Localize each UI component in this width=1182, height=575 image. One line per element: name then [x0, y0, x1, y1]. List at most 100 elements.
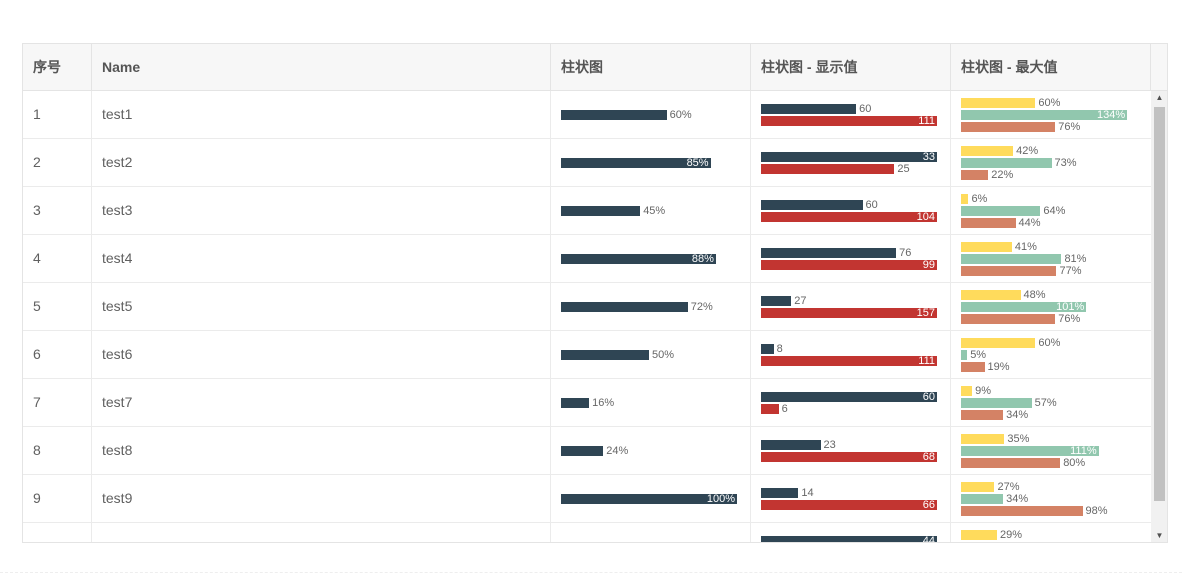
max-bar-cell: 9% 57% 34%	[951, 379, 1151, 426]
max-bar-1-label: 42%	[1016, 145, 1039, 157]
max-bar-1: 27%	[961, 482, 1020, 493]
row-name: test4	[92, 235, 551, 282]
percent-bar-cell: 72%	[551, 283, 751, 330]
value-bar-b: 25	[761, 164, 910, 175]
value-bar-b: 66	[761, 500, 937, 511]
data-grid: 序号 Name 柱状图 柱状图 - 显示值 柱状图 - 最大值 1 test1 60…	[22, 43, 1168, 543]
percent-bar-label: 16%	[592, 397, 615, 409]
value-bar-a: 60	[761, 104, 871, 115]
value-bar-b-label: 104	[916, 211, 935, 223]
row-index: 5	[23, 283, 92, 330]
max-bar-1-label: 35%	[1007, 433, 1030, 445]
value-bar-a: 8	[761, 344, 783, 355]
max-bar-3: 22%	[961, 170, 1013, 181]
percent-bar-cell: 88%	[551, 235, 751, 282]
value-bar-a-label: 60	[865, 199, 878, 211]
row-index: 4	[23, 235, 92, 282]
table-row[interactable]: 4 test4 88% 76 99 41% 81% 77%	[23, 235, 1151, 283]
table-row[interactable]: 7 test7 16% 60 6 9% 57% 34%	[23, 379, 1151, 427]
header-index[interactable]: 序号	[23, 44, 92, 90]
max-bar-1: 41%	[961, 242, 1037, 253]
row-name: test2	[92, 139, 551, 186]
bottom-divider	[0, 572, 1182, 573]
header-bar-value[interactable]: 柱状图 - 显示值	[751, 44, 951, 90]
value-bar-a: 76	[761, 248, 911, 259]
table-row[interactable]: 2 test2 85% 33 25 42% 73% 22%	[23, 139, 1151, 187]
row-index	[23, 523, 92, 542]
max-bar-3: 77%	[961, 266, 1082, 277]
header-bar-max[interactable]: 柱状图 - 最大值	[951, 44, 1151, 90]
max-bar-3: 34%	[961, 410, 1028, 421]
table-row[interactable]: 44 29%	[23, 523, 1151, 543]
row-name	[92, 523, 551, 542]
max-bar-2: 101%	[961, 302, 1087, 313]
value-bar-a-label: 27	[794, 295, 807, 307]
max-bar-cell: 48% 101% 76%	[951, 283, 1151, 330]
max-bar-2: 57%	[961, 398, 1057, 409]
percent-bar-cell: 100%	[551, 475, 751, 522]
max-bar-1-label: 6%	[971, 193, 988, 205]
max-bar-3-label: 98%	[1085, 505, 1108, 517]
table-row[interactable]: 6 test6 50% 8 111 60% 5% 19%	[23, 331, 1151, 379]
row-name: test6	[92, 331, 551, 378]
max-bar-3-label: 19%	[987, 361, 1010, 373]
max-bar-3: 44%	[961, 218, 1041, 229]
grid-header: 序号 Name 柱状图 柱状图 - 显示值 柱状图 - 最大值	[23, 44, 1167, 91]
value-bar-b-label: 25	[897, 163, 910, 175]
value-bar-cell: 44	[751, 523, 951, 542]
value-bar-a: 14	[761, 488, 814, 499]
max-bar-2: 81%	[961, 254, 1086, 265]
value-bar-a-label: 60	[859, 103, 872, 115]
table-row[interactable]: 1 test1 60% 60 111 60% 134% 76%	[23, 91, 1151, 139]
header-gutter	[1151, 44, 1167, 90]
row-name: test5	[92, 283, 551, 330]
max-bar-3-label: 76%	[1058, 313, 1081, 325]
max-bar-1-label: 9%	[975, 385, 992, 397]
max-bar-2-label: 111%	[1070, 445, 1097, 457]
row-name: test9	[92, 475, 551, 522]
table-row[interactable]: 3 test3 45% 60 104 6% 64% 44%	[23, 187, 1151, 235]
row-index: 2	[23, 139, 92, 186]
header-bar[interactable]: 柱状图	[551, 44, 751, 90]
percent-bar-label: 100%	[706, 493, 735, 505]
value-bar-cell: 23 68	[751, 427, 951, 474]
triangle-down-icon[interactable]: ▼	[1155, 531, 1164, 540]
row-index: 7	[23, 379, 92, 426]
row-index: 8	[23, 427, 92, 474]
max-bar-2: 34%	[961, 494, 1028, 505]
percent-bar	[561, 542, 733, 543]
max-bar-1: 48%	[961, 290, 1046, 301]
percent-bar-label: 85%	[686, 157, 709, 169]
value-bar-a-label: 23	[823, 439, 836, 451]
header-name[interactable]: Name	[92, 44, 551, 90]
triangle-up-icon[interactable]: ▲	[1155, 93, 1164, 102]
row-name: test7	[92, 379, 551, 426]
table-row[interactable]: 8 test8 24% 23 68 35% 111% 80%	[23, 427, 1151, 475]
max-bar-3-label: 80%	[1063, 457, 1086, 469]
max-bar-cell: 42% 73% 22%	[951, 139, 1151, 186]
max-bar-2-label: 64%	[1043, 205, 1066, 217]
max-bar-2-label: 34%	[1006, 493, 1029, 505]
scrollbar-thumb[interactable]	[1154, 107, 1165, 501]
value-bar-cell: 27 157	[751, 283, 951, 330]
value-bar-a-label: 14	[801, 487, 814, 499]
max-bar-cell: 27% 34% 98%	[951, 475, 1151, 522]
max-bar-3: 76%	[961, 314, 1080, 325]
percent-bar: 45%	[561, 206, 665, 217]
percent-bar-cell: 85%	[551, 139, 751, 186]
percent-bar-label: 60%	[669, 109, 692, 121]
value-bar-cell: 76 99	[751, 235, 951, 282]
max-bar-1-label: 60%	[1038, 337, 1061, 349]
max-bar-3: 80%	[961, 458, 1085, 469]
vertical-scrollbar[interactable]: ▲ ▼	[1151, 91, 1167, 542]
max-bar-1-label: 27%	[997, 481, 1020, 493]
value-bar-b-label: 99	[922, 259, 935, 271]
max-bar-2-label: 57%	[1034, 397, 1057, 409]
table-row[interactable]: 5 test5 72% 27 157 48% 101% 76%	[23, 283, 1151, 331]
table-row[interactable]: 9 test9 100% 14 66 27% 34% 98%	[23, 475, 1151, 523]
max-bar-1: 60%	[961, 98, 1060, 109]
max-bar-3-label: 34%	[1006, 409, 1029, 421]
percent-bar: 85%	[561, 157, 711, 169]
value-bar-cell: 33 25	[751, 139, 951, 186]
value-bar-a-label: 76	[899, 247, 912, 259]
